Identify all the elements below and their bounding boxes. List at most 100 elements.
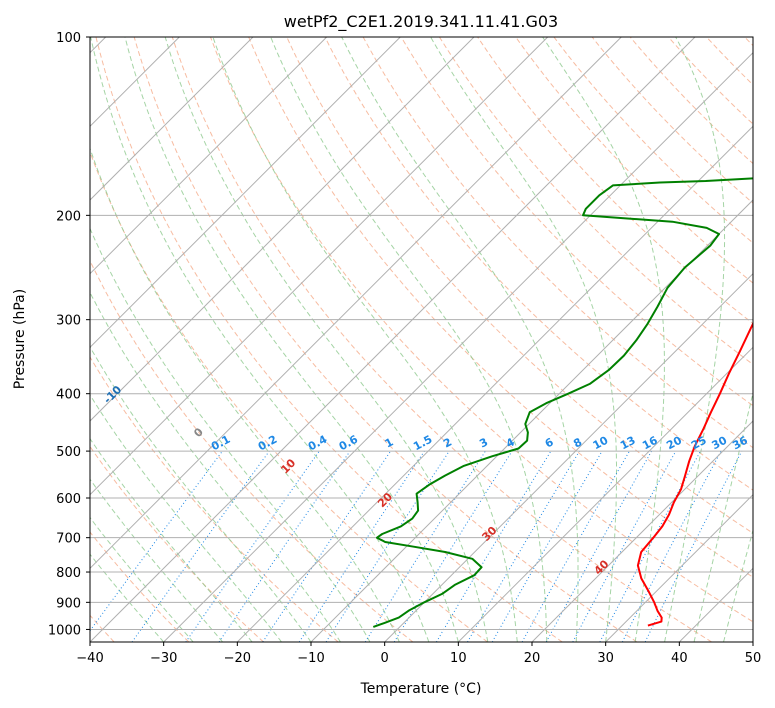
dry-adiabat-label: 0	[191, 425, 206, 440]
dry-adiabat-line	[90, 445, 264, 642]
moist-adiabat-line	[723, 528, 753, 642]
mixing-ratio-line	[185, 450, 320, 642]
isotherm-line	[605, 493, 753, 642]
dry-adiabat-label: 30	[480, 524, 500, 544]
dry-adiabat-line	[629, 37, 753, 165]
x-tick-label: −20	[224, 651, 251, 666]
dry-adiabat-label: 40	[592, 557, 612, 577]
dry-adiabat-line	[210, 37, 753, 623]
dry-adiabat-line	[90, 531, 190, 642]
dry-adiabat-line	[324, 37, 753, 491]
isotherm-line	[310, 199, 753, 642]
dry-adiabat-label: -20	[26, 351, 49, 374]
x-tick-label: 0	[381, 651, 389, 666]
dry-adiabat-line	[133, 37, 638, 642]
background-lines	[90, 37, 753, 642]
dry-adiabat-line	[90, 259, 414, 642]
dry-adiabat-line	[553, 37, 753, 244]
dry-adiabat-line	[477, 37, 753, 325]
moist-adiabat-line	[90, 291, 341, 642]
temperature-profile-line	[636, 321, 753, 627]
mixing-ratio-label: 30	[710, 434, 730, 453]
mixing-ratio-label: 16	[640, 434, 660, 453]
y-tick-label: 1000	[48, 623, 81, 638]
mixing-ratio-line	[218, 450, 351, 642]
mixing-ratio-label: 1	[383, 435, 396, 450]
chart-title: wetPf2_C2E1.2019.341.11.41.G03	[284, 12, 558, 32]
dry-adiabat-line	[438, 37, 753, 366]
y-tick-label: 300	[56, 314, 81, 329]
moist-adiabat-line	[90, 147, 400, 642]
moist-adiabat-line	[90, 227, 371, 642]
axes: −40 −30 −20 −10 0 10 20 30 40 5010020030040050060…	[48, 31, 761, 666]
dry-adiabat-line	[248, 37, 753, 578]
dry-adiabat-line	[515, 37, 753, 284]
isotherm-line	[752, 641, 753, 642]
moist-adiabat-line	[124, 37, 459, 642]
isotherm-line	[90, 37, 549, 496]
isotherm-line	[90, 37, 328, 275]
moist-adiabat-line	[90, 516, 194, 642]
dry-adiabat-line	[90, 150, 488, 642]
y-tick-label: 500	[56, 445, 81, 460]
mixing-ratio-label: 20	[664, 433, 684, 452]
moist-adiabat-line	[164, 37, 489, 642]
dewpoint-profile-line	[372, 177, 753, 628]
moist-adiabat-line	[693, 390, 753, 642]
isotherm-line	[457, 346, 753, 642]
isotherm-line	[90, 37, 401, 349]
mixing-ratio-line	[599, 450, 701, 642]
y-axis-label: Pressure (hPa)	[12, 289, 28, 389]
moist-adiabat-line	[212, 37, 518, 642]
moist-adiabat-line	[90, 345, 312, 642]
mixing-ratio-line	[572, 450, 677, 642]
mixing-ratio-label: 3	[477, 435, 490, 450]
y-tick-label: 700	[56, 532, 81, 547]
mixing-ratio-line	[131, 450, 270, 642]
data-series	[372, 177, 753, 628]
mixing-ratio-line	[644, 450, 743, 642]
mixing-ratio-label: 0.2	[256, 433, 279, 454]
dry-adiabat-line	[400, 37, 753, 407]
y-tick-label: 600	[56, 492, 81, 507]
mixing-ratio-line	[325, 450, 450, 642]
mixing-ratio-line	[90, 450, 223, 632]
y-tick-label: 100	[56, 31, 81, 46]
mixing-ratio-label: 6	[543, 435, 556, 450]
moist-adiabat-line	[90, 394, 282, 642]
moist-adiabat-line	[542, 37, 665, 642]
isotherm-line	[90, 37, 622, 570]
plot-frame	[89, 36, 754, 643]
mixing-ratio-label: 25	[689, 434, 709, 453]
dry-adiabat-line	[362, 37, 753, 449]
mixing-ratio-line	[298, 450, 425, 642]
mixing-ratio-line	[545, 450, 653, 642]
mixing-ratio-label: 0.4	[306, 433, 330, 454]
dry-adiabat-line	[591, 37, 753, 204]
x-axis-label: Temperature (°C)	[360, 681, 482, 697]
isotherm-line	[678, 567, 753, 642]
mixing-ratio-line	[521, 450, 630, 642]
x-tick-label: −40	[76, 651, 103, 666]
isotherm-line	[384, 272, 753, 642]
y-tick-label: 400	[56, 388, 81, 403]
moist-adiabat-line	[90, 37, 430, 642]
dry-adiabat-line	[90, 356, 339, 642]
y-tick-label: 800	[56, 566, 81, 581]
x-tick-label: 10	[450, 651, 467, 666]
dry-adiabat-line	[171, 37, 712, 642]
isotherm-line	[236, 125, 753, 642]
moist-adiabat-line	[90, 478, 223, 642]
moist-adiabat-line	[430, 37, 617, 642]
mixing-ratio-line	[467, 450, 580, 642]
mixing-ratio-line	[393, 450, 513, 642]
x-tick-label: 20	[524, 651, 541, 666]
moist-adiabat-line	[664, 37, 726, 642]
x-tick-label: −30	[150, 651, 177, 666]
isotherm-line	[90, 37, 254, 201]
isotherm-line	[163, 51, 753, 642]
mixing-ratio-label: 10	[591, 433, 611, 452]
isotherm-line	[90, 37, 475, 422]
dry-adiabat-line	[286, 37, 753, 534]
mixing-ratio-line	[621, 450, 722, 642]
